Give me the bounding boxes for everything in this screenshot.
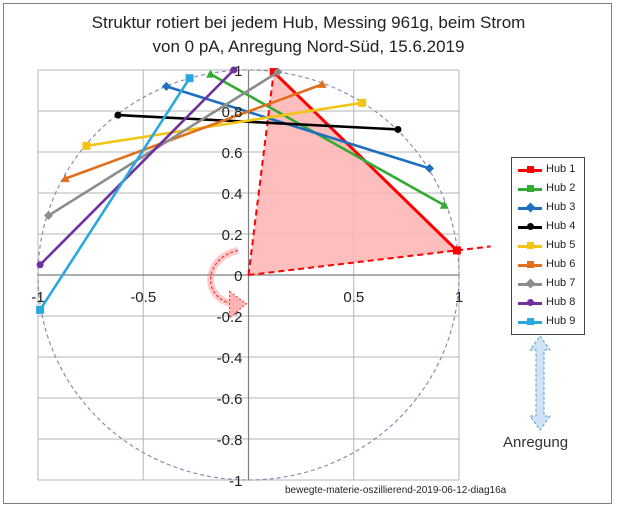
legend-item-hub-6: Hub 6 bbox=[518, 257, 584, 273]
series-line-hub-6 bbox=[64, 83, 323, 180]
data-point-hub-8 bbox=[36, 261, 44, 269]
legend-label: Hub 9 bbox=[546, 315, 576, 327]
data-point-hub-2 bbox=[206, 69, 216, 78]
data-point-hub-3 bbox=[425, 163, 435, 173]
y-tick-label: -0.4 bbox=[217, 350, 243, 367]
legend-label: Hub 5 bbox=[546, 239, 576, 251]
data-point-hub-2 bbox=[439, 200, 449, 209]
chart-title-line-2: von 0 pA, Anregung Nord-Süd, 15.6.2019 bbox=[152, 37, 465, 56]
y-tick-label: 1 bbox=[234, 63, 242, 80]
data-point-hub-7 bbox=[44, 211, 54, 221]
legend-item-hub-9: Hub 9 bbox=[518, 314, 584, 330]
legend-label: Hub 6 bbox=[546, 258, 576, 270]
rotation-sector bbox=[248, 72, 457, 275]
legend-marker bbox=[527, 242, 534, 249]
unit-circle bbox=[37, 69, 460, 481]
x-tick-label: 0.5 bbox=[343, 289, 364, 306]
excitation-arrow-icon bbox=[529, 335, 551, 431]
series-line-hub-3 bbox=[166, 85, 430, 170]
legend-label: Hub 2 bbox=[546, 182, 576, 194]
data-point-hub-4 bbox=[114, 111, 122, 119]
legend-label: Hub 8 bbox=[546, 296, 576, 308]
y-tick-label: 0.2 bbox=[222, 227, 243, 244]
source-label: bewegte-materie-oszillierend-2019-06-12-… bbox=[285, 485, 507, 496]
rotation-arrow-head bbox=[229, 290, 248, 320]
data-point-hub-3 bbox=[161, 81, 171, 91]
legend-label: Hub 3 bbox=[546, 201, 576, 213]
y-tick-label: 0.8 bbox=[222, 104, 243, 121]
legend-marker bbox=[527, 318, 534, 325]
data-point-hub-8 bbox=[230, 66, 238, 74]
x-tick-label: 1 bbox=[455, 289, 463, 306]
legend-label: Hub 4 bbox=[546, 220, 576, 232]
legend-item-hub-4: Hub 4 bbox=[518, 219, 584, 235]
series-line-hub-5 bbox=[86, 101, 363, 148]
y-tick-label: 0.6 bbox=[222, 145, 243, 162]
legend-marker bbox=[527, 299, 534, 306]
rotation-arrow-outline bbox=[210, 249, 239, 305]
sector-edge-right bbox=[248, 245, 491, 276]
legend: Hub 1 Hub 2 Hub 3 Hub 4 Hub 5 Hub 6 Hub 7 Hub 8… bbox=[511, 157, 585, 335]
data-point-hub-1 bbox=[452, 246, 461, 255]
legend-item-hub-7: Hub 7 bbox=[518, 276, 584, 292]
legend-item-hub-5: Hub 5 bbox=[518, 238, 584, 254]
legend-item-hub-8: Hub 8 bbox=[518, 295, 584, 311]
legend-marker bbox=[525, 278, 536, 289]
legend-marker bbox=[527, 223, 534, 230]
y-tick-label: -0.6 bbox=[217, 391, 243, 408]
y-tick-label: 0.4 bbox=[222, 186, 243, 203]
y-tick-label: -1 bbox=[229, 473, 242, 490]
x-tick-label: -1 bbox=[31, 289, 44, 306]
excitation-label: Anregung bbox=[503, 434, 569, 451]
data-point-hub-6 bbox=[317, 79, 327, 88]
chart-title-line-1: Struktur rotiert bei jedem Hub, Messing … bbox=[91, 13, 526, 32]
data-point-hub-9 bbox=[185, 74, 194, 83]
y-tick-label: -0.2 bbox=[217, 309, 243, 326]
legend-marker bbox=[527, 166, 534, 173]
data-point-hub-4 bbox=[394, 125, 402, 133]
data-point-hub-6 bbox=[60, 174, 70, 183]
series-line-hub-9 bbox=[39, 77, 191, 311]
series-line-hub-7 bbox=[47, 70, 279, 217]
data-point-hub-5 bbox=[358, 98, 367, 107]
legend-label: Hub 1 bbox=[546, 163, 576, 175]
data-point-hub-5 bbox=[82, 141, 91, 150]
legend-marker bbox=[527, 261, 534, 268]
legend-item-hub-1: Hub 1 bbox=[518, 162, 584, 178]
series-line-hub-8 bbox=[39, 69, 235, 266]
series-line-hub-2 bbox=[209, 72, 445, 207]
legend-label: Hub 7 bbox=[546, 277, 576, 289]
legend-marker bbox=[525, 202, 536, 213]
legend-marker bbox=[527, 185, 534, 192]
legend-item-hub-2: Hub 2 bbox=[518, 181, 584, 197]
data-point-hub-9 bbox=[36, 305, 45, 314]
data-point-hub-7 bbox=[273, 67, 283, 77]
y-tick-label: 0 bbox=[234, 268, 242, 285]
legend-item-hub-3: Hub 3 bbox=[518, 200, 584, 216]
y-tick-label: -0.8 bbox=[217, 432, 243, 449]
x-tick-label: -0.5 bbox=[130, 289, 156, 306]
